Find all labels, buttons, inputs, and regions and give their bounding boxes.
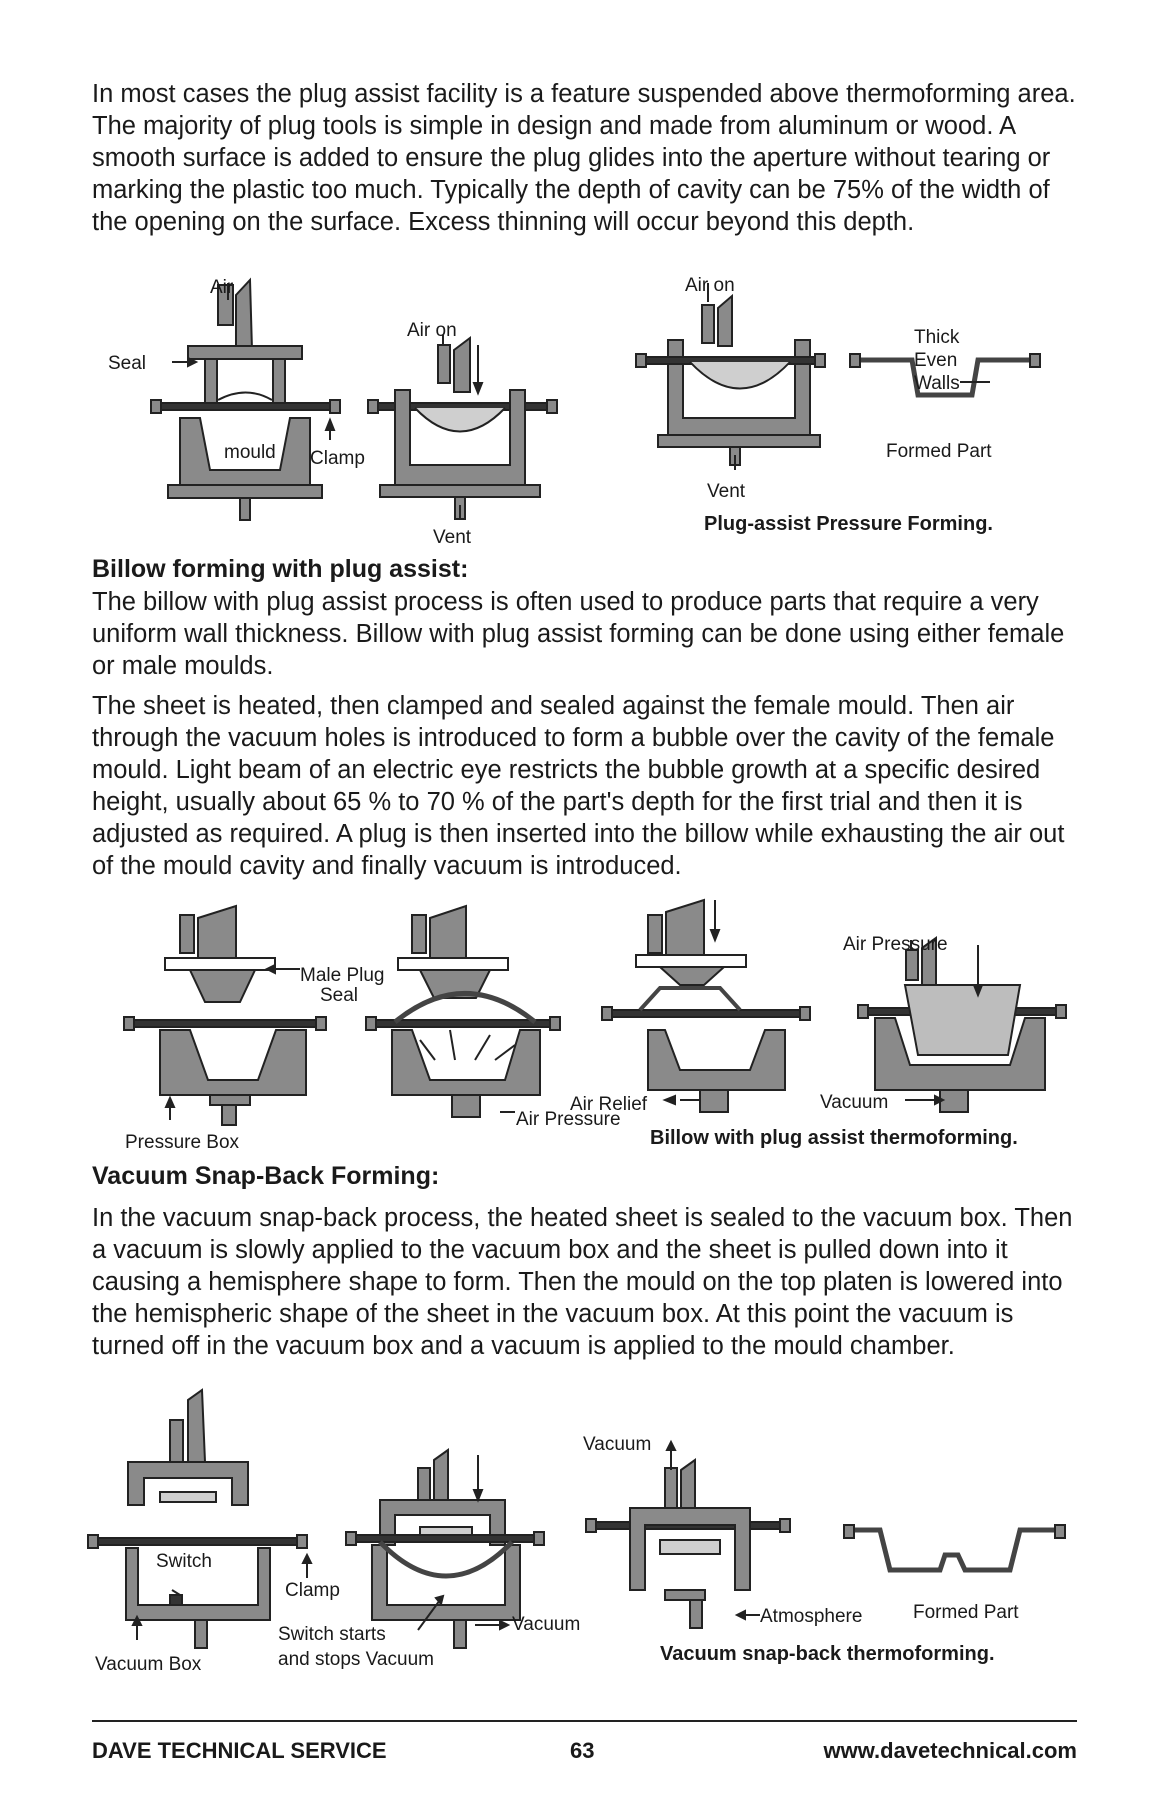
paragraph-snap-back: In the vacuum snap-back process, the hea… [92,1204,1073,1360]
figure-caption-1: Plug-assist Pressure Forming. [704,513,993,535]
label-formed-part-3: Formed Part [913,1602,1019,1623]
label-and-stops-vacuum: and stops Vacuum [278,1649,434,1670]
label-vacuum-3b: Vacuum [583,1434,651,1455]
label-seal-2: Seal [320,985,358,1006]
label-seal: Seal [108,353,146,374]
label-formed-part-1: Formed Part [886,441,992,462]
figure-vacuum-snap-back: Switch Clamp Vacuum Box Switch starts an… [87,1388,1066,1675]
label-vacuum-2: Vacuum [820,1092,888,1113]
label-pressure-box: Pressure Box [125,1132,240,1153]
figure-caption-2: Billow with plug assist thermoforming. [650,1127,1018,1149]
page-number: 63 [570,1738,595,1763]
label-atmosphere: Atmosphere [760,1606,862,1627]
page-footer: DAVE TECHNICAL SERVICE 63 www.davetechni… [92,1720,1077,1763]
label-switch-starts: Switch starts [278,1624,386,1645]
paragraph-plug-assist: In most cases the plug assist facility i… [92,80,1076,236]
label-vent-2: Vent [707,481,746,502]
label-air-pressure-1: Air Pressure [516,1109,621,1130]
paragraph-billow-intro: The billow with plug assist process is o… [92,588,1065,680]
label-air-on-2: Air on [685,275,735,296]
label-air-pressure-2: Air Pressure [843,934,948,955]
label-air-on-1: Air on [407,320,457,341]
label-switch: Switch [156,1551,212,1572]
footer-website: www.davetechnical.com [823,1738,1078,1763]
label-clamp-3: Clamp [285,1580,340,1601]
label-air: Air [210,277,234,298]
label-vent-1: Vent [433,527,472,548]
footer-publisher: DAVE TECHNICAL SERVICE [92,1738,387,1763]
label-thick: Thick [914,327,960,348]
figure-billow-plug-assist: Male Plug Seal Pressure Box Air Pressure… [123,898,1067,1153]
heading-billow-forming: Billow forming with plug assist: [92,555,469,583]
label-air-relief: Air Relief [570,1094,648,1115]
label-male-plug: Male Plug [300,965,385,986]
label-clamp: Clamp [310,448,365,469]
label-walls: Walls [914,373,960,394]
label-mould: mould [224,442,276,463]
heading-snap-back: Vacuum Snap-Back Forming: [92,1162,440,1190]
figure-plug-assist-pressure-forming: Air Seal mould Clamp Air on Vent Air on … [108,275,1041,548]
label-vacuum-box: Vacuum Box [95,1654,202,1675]
label-vacuum-3a: Vacuum [512,1614,580,1635]
paragraph-billow-process: The sheet is heated, then clamped and se… [92,692,1065,880]
figure-caption-3: Vacuum snap-back thermoforming. [660,1643,995,1665]
label-even: Even [914,350,957,371]
